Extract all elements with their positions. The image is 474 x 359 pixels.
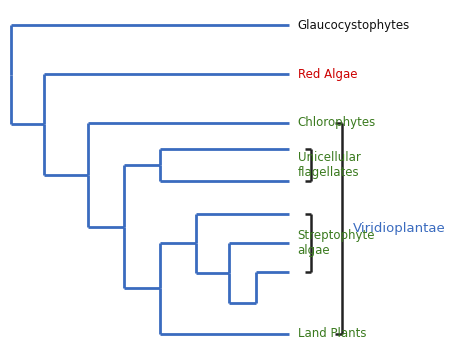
Text: Unicellular
flagellates: Unicellular flagellates [298, 151, 361, 179]
Text: Land Plants: Land Plants [298, 327, 366, 340]
Text: Streptophyte
algae: Streptophyte algae [298, 229, 375, 257]
Text: Chlorophytes: Chlorophytes [298, 116, 376, 129]
Text: Red Algae: Red Algae [298, 67, 357, 81]
Text: Glaucocystophytes: Glaucocystophytes [298, 19, 410, 32]
Text: Viridioplantae: Viridioplantae [353, 222, 446, 235]
